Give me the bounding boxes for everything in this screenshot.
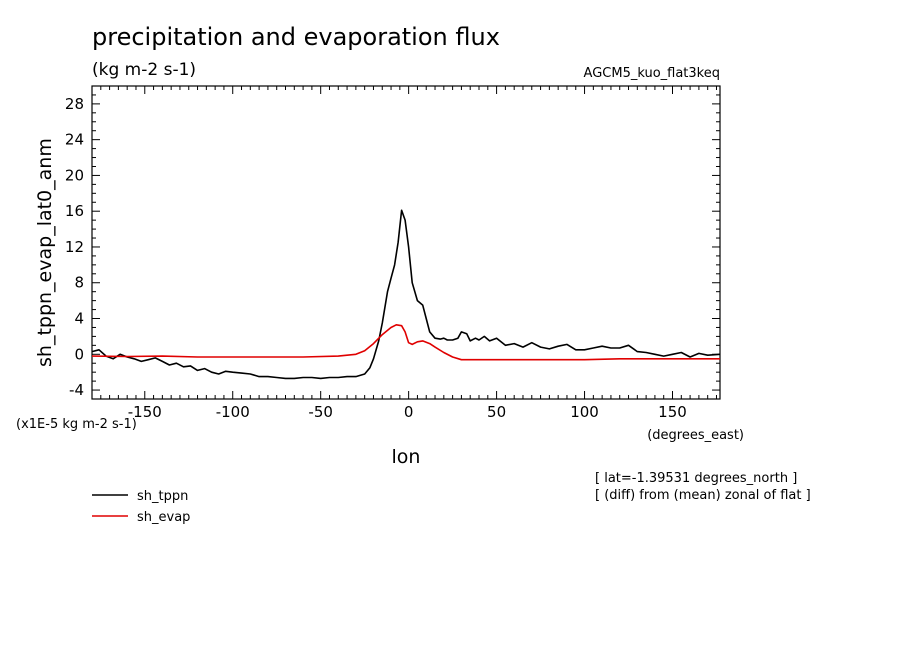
legend-label-sh-evap: sh_evap	[137, 510, 190, 525]
x-axis-label: lon	[392, 446, 421, 468]
x-tick-label: 150	[658, 403, 687, 421]
model-label: AGCM5_kuo_flat3keq	[584, 66, 720, 81]
y-tick-label: 4	[74, 310, 84, 328]
plot-frame	[91, 85, 721, 400]
chart-units-label: (kg m-2 s-1)	[92, 60, 196, 80]
series-line-sh-tppn	[91, 209, 721, 380]
plot-border	[91, 85, 721, 400]
y-tick-labels: -4 0 4 8 12 16 20 24 28	[65, 95, 84, 399]
y-tick-label: 20	[65, 166, 84, 184]
legend-label-sh-tppn: sh_tppn	[137, 489, 188, 504]
x-tick-label: -150	[128, 403, 162, 421]
x-tick-label: -100	[216, 403, 250, 421]
x-tick-label: 0	[404, 403, 414, 421]
x-tick-label: 100	[570, 403, 599, 421]
y-scale-note: (x1E-5 kg m-2 s-1)	[16, 417, 137, 432]
x-units-label: (degrees_east)	[647, 428, 744, 443]
y-tick-label: 28	[65, 95, 84, 113]
series-lines	[91, 209, 721, 380]
y-tick-label: 0	[74, 345, 84, 363]
series-line-sh-evap	[91, 323, 720, 361]
note-diff: [ (diff) from (mean) zonal of flat ]	[595, 488, 811, 503]
x-tick-labels: -150 -100 -50 0 50 100 150	[128, 403, 687, 421]
legend: sh_tppn sh_evap	[92, 489, 190, 525]
chart-title: precipitation and evaporation flux	[92, 23, 500, 51]
x-tick-label: -50	[308, 403, 333, 421]
y-tick-label: 24	[65, 131, 84, 149]
x-tick-label: 50	[487, 403, 506, 421]
y-tick-label: 12	[65, 238, 84, 256]
y-axis-label: sh_tppn_evap_lat0_anm	[34, 138, 56, 367]
y-tick-label: 8	[74, 274, 84, 292]
axis-ticks	[92, 86, 720, 399]
y-tick-label: -4	[69, 381, 84, 399]
y-tick-label: 16	[65, 202, 84, 220]
note-latitude: [ lat=-1.39531 degrees_north ]	[595, 471, 797, 486]
